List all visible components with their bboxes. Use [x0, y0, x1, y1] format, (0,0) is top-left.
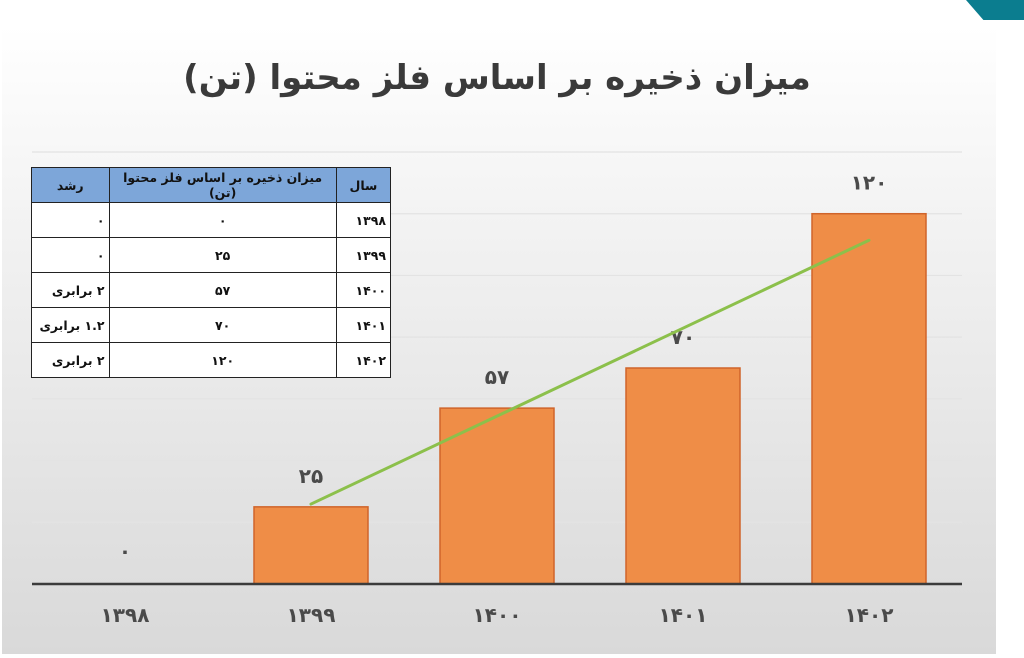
data-label: ۲۵	[299, 464, 323, 488]
table-cell-growth: ۲ برابری	[31, 342, 110, 378]
table-cell-growth: ۱.۲ برابری	[31, 307, 110, 343]
data-table: سال میزان ذخیره بر اساس فلز محتوا (تن) ر…	[31, 167, 392, 378]
decorative-pattern	[996, 26, 1024, 658]
table-header-year: سال	[335, 167, 392, 203]
table-cell-growth: ۰	[31, 202, 110, 238]
x-tick-label: ۱۴۰۱	[659, 603, 708, 627]
table-cell-amount: ۷۰	[108, 307, 337, 343]
table-row: ۱۳۹۸ ۰ ۰	[31, 202, 392, 238]
table-cell-year: ۱۴۰۰	[335, 272, 392, 308]
table-row: ۱۴۰۱ ۷۰ ۱.۲ برابری	[31, 307, 392, 343]
bar	[253, 506, 369, 585]
table-cell-amount: ۰	[108, 202, 337, 238]
table-row: ۱۳۹۹ ۲۵ ۰	[31, 237, 392, 273]
x-tick-label: ۱۴۰۲	[845, 603, 894, 627]
table-cell-amount: ۲۵	[108, 237, 337, 273]
table-cell-year: ۱۳۹۸	[335, 202, 392, 238]
table-cell-growth: ۲ برابری	[31, 272, 110, 308]
chart-title: میزان ذخیره بر اساس فلز محتوا (تن)	[183, 58, 811, 98]
trendline	[309, 238, 871, 506]
table-cell-year: ۱۴۰۱	[335, 307, 392, 343]
table-header-row: سال میزان ذخیره بر اساس فلز محتوا (تن) ر…	[31, 167, 392, 203]
corner-accent-shape	[966, 0, 1024, 20]
data-label: ۱۲۰	[851, 171, 888, 195]
bar	[811, 212, 927, 585]
table-row: ۱۴۰۰ ۵۷ ۲ برابری	[31, 272, 392, 308]
data-label: ۵۷	[485, 365, 509, 389]
table-header-growth: رشد	[31, 167, 110, 203]
table-cell-amount: ۱۲۰	[108, 342, 337, 378]
x-tick-label: ۱۳۹۹	[287, 603, 336, 627]
x-tick-label: ۱۴۰۰	[473, 603, 522, 627]
table-cell-year: ۱۴۰۲	[335, 342, 392, 378]
table-header-amount: میزان ذخیره بر اساس فلز محتوا (تن)	[108, 167, 337, 203]
data-label: ۰	[119, 539, 131, 563]
bar	[439, 407, 555, 585]
table-cell-amount: ۵۷	[108, 272, 337, 308]
table-cell-year: ۱۳۹۹	[335, 237, 392, 273]
bar	[625, 367, 741, 585]
table-row: ۱۴۰۲ ۱۲۰ ۲ برابری	[31, 342, 392, 378]
x-tick-label: ۱۳۹۸	[101, 603, 150, 627]
table-cell-growth: ۰	[31, 237, 110, 273]
